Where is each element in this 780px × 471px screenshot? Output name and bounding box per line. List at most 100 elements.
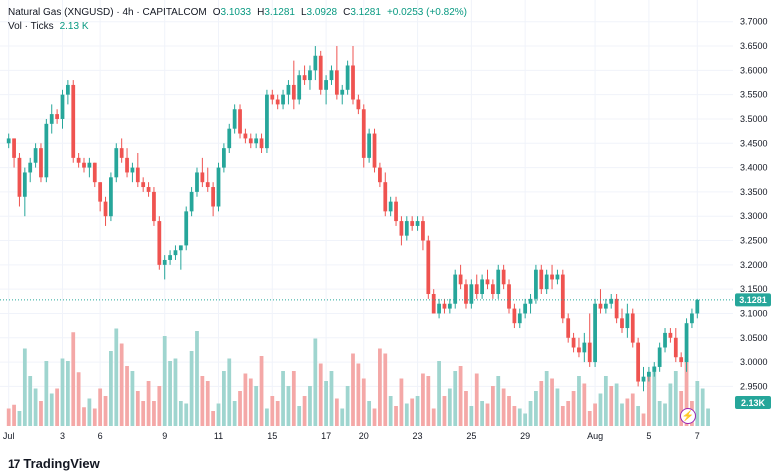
candle-body bbox=[458, 274, 463, 285]
candle bbox=[587, 313, 592, 367]
price-tick-label: 3.2000 bbox=[740, 260, 768, 270]
price-tick-label: 3.6000 bbox=[740, 65, 768, 75]
candle-body bbox=[582, 342, 587, 353]
volume-bar bbox=[345, 386, 350, 426]
volume-bar bbox=[281, 371, 285, 426]
volume-bar bbox=[173, 358, 178, 426]
candle-body bbox=[544, 274, 549, 290]
candle bbox=[614, 294, 619, 324]
candle-body bbox=[318, 55, 323, 90]
time-tick-label: 9 bbox=[162, 431, 167, 441]
volume-bar bbox=[587, 411, 592, 426]
candle bbox=[458, 264, 463, 290]
price-axis[interactable]: 3.7000 3.6500 3.6000 3.5500 3.5000 3.4500 3.40… bbox=[740, 17, 768, 392]
candle-body bbox=[281, 94, 285, 105]
volume-bar bbox=[469, 406, 474, 426]
candle bbox=[582, 332, 587, 363]
volume-bar bbox=[248, 378, 253, 426]
volume-bar bbox=[383, 353, 388, 426]
candle bbox=[647, 366, 651, 382]
candle-body bbox=[254, 138, 259, 144]
volume-bar bbox=[431, 408, 436, 426]
price-tick-label: 3.6500 bbox=[740, 41, 768, 51]
time-tick-label: 25 bbox=[466, 431, 476, 441]
candle-body bbox=[372, 133, 377, 168]
volume-bar bbox=[76, 372, 81, 426]
volume-bar bbox=[157, 386, 162, 426]
legend-title[interactable]: Natural Gas (XNGUSD) · 4h · CAPITALCOM bbox=[8, 7, 207, 18]
volume-bar bbox=[663, 403, 667, 426]
tradingview-brand[interactable]: 17 TradingView bbox=[8, 456, 100, 471]
candle-body bbox=[404, 221, 409, 236]
candle bbox=[318, 50, 323, 95]
candle bbox=[65, 80, 70, 105]
lightning-icon[interactable]: ⚡ bbox=[680, 408, 696, 424]
candle bbox=[426, 235, 431, 299]
candle bbox=[534, 264, 538, 304]
price-tick-label: 2.9500 bbox=[740, 381, 768, 391]
candle bbox=[222, 143, 226, 173]
candle bbox=[437, 298, 441, 319]
volume-bar bbox=[44, 361, 49, 426]
volume-bar bbox=[270, 396, 275, 426]
volume-bar bbox=[539, 381, 544, 426]
candle-body bbox=[275, 99, 280, 105]
candle-body bbox=[216, 167, 221, 207]
time-tick-label: 5 bbox=[646, 431, 651, 441]
volume-bar bbox=[114, 328, 119, 426]
volume-bar bbox=[168, 361, 172, 426]
volume-bar bbox=[404, 403, 409, 426]
candle bbox=[625, 303, 630, 338]
candle bbox=[49, 104, 54, 134]
candle bbox=[421, 216, 425, 251]
candle-body bbox=[437, 303, 441, 314]
candle bbox=[684, 318, 689, 372]
volume-bar bbox=[238, 391, 242, 426]
price-tick-label: 3.3500 bbox=[740, 187, 768, 197]
candle bbox=[571, 332, 576, 353]
volume-bar bbox=[679, 391, 684, 426]
candle bbox=[98, 182, 103, 212]
candle bbox=[152, 187, 156, 226]
candle-body bbox=[265, 94, 269, 149]
price-tick-label: 3.4000 bbox=[740, 163, 768, 173]
candle-body bbox=[162, 259, 167, 265]
candle-body bbox=[383, 182, 388, 212]
candle bbox=[178, 245, 183, 270]
volume-bar bbox=[227, 358, 232, 426]
volume-label[interactable]: Vol · Ticks bbox=[8, 21, 54, 32]
candle bbox=[469, 279, 474, 309]
candle-body bbox=[329, 70, 334, 81]
candle bbox=[141, 177, 146, 192]
volume-bar bbox=[560, 406, 565, 426]
candle bbox=[442, 298, 447, 314]
candle-body bbox=[286, 84, 291, 95]
volume-bar bbox=[399, 378, 404, 426]
volume-bar bbox=[291, 371, 296, 426]
candle-body bbox=[12, 138, 16, 158]
time-tick-label: 29 bbox=[520, 431, 530, 441]
volume-bar bbox=[620, 403, 624, 426]
volume-bar bbox=[216, 403, 221, 426]
time-axis[interactable]: Jul 3 6 9 11 15 17 20 23 25 29 Aug 5 7 bbox=[3, 431, 700, 441]
volume-bar bbox=[426, 376, 431, 426]
close-value: 3.1281 bbox=[350, 7, 381, 18]
candle bbox=[28, 157, 33, 183]
volume-bar bbox=[125, 366, 129, 426]
candle-body bbox=[690, 313, 694, 324]
volume-bar bbox=[265, 408, 269, 426]
candle bbox=[367, 128, 372, 163]
candle bbox=[361, 104, 366, 168]
volume-bar bbox=[512, 406, 517, 426]
candle-body bbox=[609, 298, 614, 304]
candle-body bbox=[119, 148, 124, 158]
volume-bar bbox=[528, 401, 533, 426]
candle-body bbox=[442, 303, 447, 309]
candle bbox=[394, 196, 398, 226]
candle bbox=[238, 104, 242, 139]
volume-bar bbox=[625, 398, 630, 426]
volume-badge: 2.13K bbox=[735, 396, 771, 409]
volume-bar bbox=[152, 401, 156, 426]
volume-bar bbox=[668, 383, 673, 426]
